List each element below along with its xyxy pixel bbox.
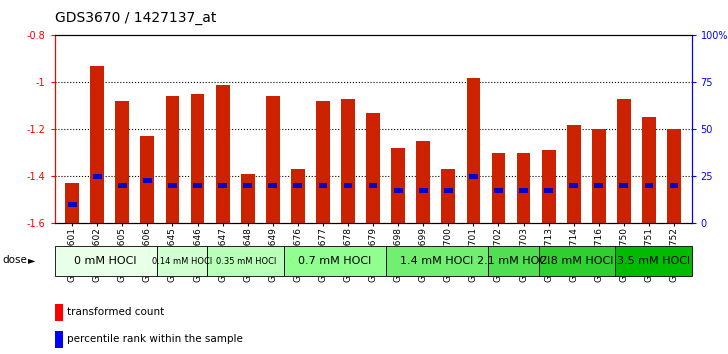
Bar (143, 178, 151, 183)
Bar (55, 246, 157, 276)
Bar (241, 174, 255, 223)
Bar (269, 183, 277, 188)
Bar (539, 246, 615, 276)
Bar (341, 99, 355, 223)
Bar (419, 188, 427, 193)
Text: dose: dose (2, 255, 27, 265)
Bar (517, 153, 531, 223)
Bar (642, 118, 656, 223)
Bar (667, 129, 681, 223)
Bar (291, 169, 305, 223)
Bar (168, 183, 177, 188)
Bar (207, 246, 284, 276)
Bar (215, 85, 229, 223)
Bar (542, 150, 555, 223)
Bar (569, 183, 578, 188)
Bar (386, 246, 488, 276)
Bar (494, 188, 503, 193)
Bar (617, 99, 630, 223)
Bar (444, 188, 453, 193)
Bar (157, 246, 207, 276)
Bar (519, 188, 528, 193)
Bar (467, 78, 480, 223)
Text: percentile rank within the sample: percentile rank within the sample (68, 334, 243, 344)
Bar (293, 183, 302, 188)
Bar (218, 183, 227, 188)
Bar (191, 94, 205, 223)
Bar (488, 246, 539, 276)
Bar (366, 113, 380, 223)
Bar (469, 173, 478, 179)
Bar (90, 66, 104, 223)
Bar (284, 246, 386, 276)
Bar (644, 183, 653, 188)
Bar (55, 304, 63, 321)
Bar (416, 141, 430, 223)
Text: 0.7 mM HOCl: 0.7 mM HOCl (298, 256, 371, 266)
Bar (68, 202, 76, 207)
Bar (592, 129, 606, 223)
Bar (165, 96, 179, 223)
Bar (567, 125, 581, 223)
Bar (670, 183, 678, 188)
Text: 0.14 mM HOCl: 0.14 mM HOCl (152, 257, 212, 266)
Bar (595, 183, 604, 188)
Bar (266, 96, 280, 223)
Text: transformed count: transformed count (68, 307, 165, 317)
Text: 0.35 mM HOCl: 0.35 mM HOCl (215, 257, 276, 266)
Text: 2.1 mM HOCl: 2.1 mM HOCl (477, 256, 550, 266)
Bar (118, 183, 127, 188)
Bar (316, 101, 330, 223)
Bar (344, 183, 352, 188)
Bar (116, 101, 129, 223)
Bar (545, 188, 553, 193)
Bar (66, 183, 79, 223)
Bar (368, 183, 378, 188)
Bar (394, 188, 403, 193)
Text: 2.8 mM HOCl: 2.8 mM HOCl (540, 256, 614, 266)
Text: 3.5 mM HOCl: 3.5 mM HOCl (617, 256, 690, 266)
Text: GDS3670 / 1427137_at: GDS3670 / 1427137_at (55, 11, 216, 25)
Bar (615, 246, 692, 276)
Bar (620, 183, 628, 188)
Text: 0 mM HOCl: 0 mM HOCl (74, 256, 137, 266)
Bar (243, 183, 252, 188)
Bar (319, 183, 328, 188)
Bar (441, 169, 455, 223)
Bar (391, 148, 405, 223)
Text: 1.4 mM HOCl: 1.4 mM HOCl (400, 256, 473, 266)
Bar (93, 173, 102, 179)
Text: ►: ► (28, 255, 35, 265)
Bar (141, 136, 154, 223)
Bar (491, 153, 505, 223)
Bar (55, 331, 63, 348)
Bar (193, 183, 202, 188)
